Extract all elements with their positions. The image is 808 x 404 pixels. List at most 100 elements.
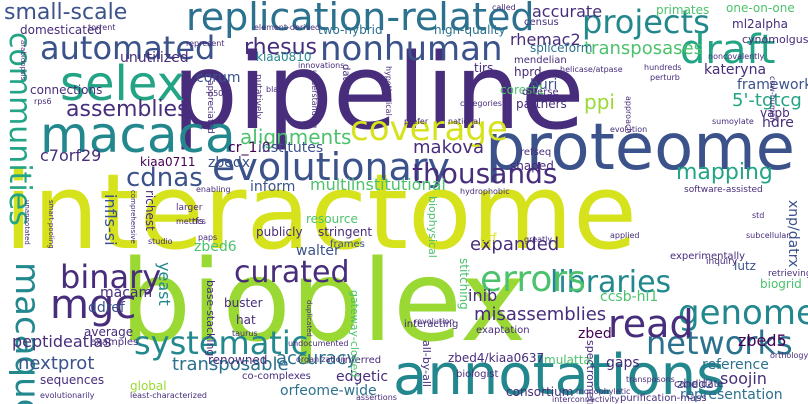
word-sumoylate: sumoylate — [712, 117, 754, 126]
word-c7orf29: c7orf29 — [40, 146, 102, 165]
word-zbed6: zbed6 — [194, 239, 237, 255]
word-metrics: metrics — [176, 217, 206, 226]
word-noncovalently: noncovalently — [708, 52, 765, 61]
word-element-derived: element-derived — [254, 23, 321, 32]
word-yeast: yeast — [155, 262, 174, 306]
word-kateryna: kateryna — [704, 62, 767, 78]
word-genome: genome — [678, 293, 808, 333]
word-small-scale: small-scale — [4, 0, 128, 25]
word-cow-human: cow-human — [768, 76, 777, 123]
word-tfs: tfs — [192, 217, 204, 227]
word-binary: binary — [60, 258, 162, 296]
word-rps6: rps6 — [34, 97, 52, 106]
word-makova: makova — [413, 137, 485, 158]
word-monophyletic: monophyletic — [576, 387, 631, 396]
word-inferred: inferred — [342, 355, 382, 366]
word-evolution: evolution — [610, 125, 648, 134]
word-mgc: mgc — [50, 282, 137, 328]
word-richest: richest — [143, 190, 157, 231]
word-comprehensive: comprehensive — [129, 190, 137, 244]
word-zbed5: zbed5 — [738, 331, 787, 350]
word-larger: larger — [176, 203, 203, 213]
word-revolution: revolution — [414, 317, 455, 326]
word-biogrid: biogrid — [760, 277, 802, 291]
word-replication-related: replication-related — [186, 0, 535, 39]
word-buster: buster — [224, 296, 263, 310]
word-assertions: assertions — [356, 393, 397, 402]
word-mapping: mapping — [676, 160, 773, 185]
word-candidate: candidate — [674, 379, 724, 390]
word-nextprot: nextprot — [18, 353, 95, 374]
word-cdnas: cdnas — [126, 163, 203, 193]
word-understanding: understanding — [310, 70, 319, 129]
word-ml2alpha: ml2alpha — [732, 17, 788, 31]
word-experimentally: experimentally — [670, 251, 746, 262]
word-stitching: stitching — [457, 258, 471, 310]
word-corum: corum — [196, 70, 241, 86]
word-orf: orf — [480, 231, 497, 245]
word-consortium: consortium — [506, 385, 574, 399]
word-institutes: institutes — [258, 140, 324, 156]
word-edgetic: edgetic — [336, 369, 389, 385]
word-representation: representation — [680, 387, 783, 403]
word-one-on-one: one-on-one — [726, 1, 795, 15]
word-zbedx: zbedx — [208, 155, 251, 171]
word-unutilized: unutilized — [120, 50, 189, 66]
word-interconnectivity: interconnectivity — [552, 395, 620, 404]
word-networks: networks — [646, 324, 793, 362]
word-torrent: torrent — [88, 23, 116, 32]
word-connections: connections — [30, 83, 103, 97]
word-interactome: interactome — [4, 151, 637, 273]
word-misassemblies: misassemblies — [474, 304, 607, 325]
word-orfeome-wide: orfeome-wide — [280, 383, 377, 399]
word-cr_1.0: cr_1.0 — [228, 140, 271, 156]
word-biologist: biologist — [456, 369, 499, 380]
word-proteome: proteome — [485, 111, 796, 185]
word-assemblies: assemblies — [66, 97, 189, 122]
word-hundreds: hundreds — [644, 63, 682, 72]
word-unannotated: unannotated — [23, 200, 31, 245]
word-undocumented: undocumented — [288, 339, 349, 348]
word-smart-pooling: smart-pooling — [47, 200, 55, 249]
word-high-quality: high-quality — [434, 23, 506, 37]
word-co-complexes: co-complexes — [242, 371, 311, 382]
word-evolutionary: evolutionary — [212, 145, 450, 189]
word-libraries: libraries — [550, 265, 672, 300]
word-multiinstitutional: multiinstitutional — [310, 175, 446, 194]
word-huri: huri — [530, 77, 558, 93]
word-curated: curated — [234, 255, 350, 290]
word-software-assisted: software-assisted — [684, 185, 763, 195]
word-gaps: gaps — [606, 355, 640, 371]
word-greatly: greatly — [524, 235, 553, 244]
word-automated: automated — [40, 29, 216, 67]
word-framework: framework — [737, 77, 808, 93]
word-nonhuman: nonhuman — [320, 29, 503, 69]
word-interacting: interacting — [404, 319, 459, 330]
word-thousands: thousands — [412, 157, 558, 190]
word-zbed2: zbed2 — [677, 377, 714, 391]
word-transposases: transposases — [584, 38, 703, 59]
word-frames: frames — [330, 239, 365, 250]
word-subcellular: subcellular — [746, 231, 790, 240]
word-systematic: systematic — [134, 324, 309, 362]
word-tirs: tirs — [474, 61, 494, 75]
word-orthology: orthology — [770, 351, 808, 360]
word-stringent: stringent — [318, 225, 373, 239]
word-primates: primates — [656, 3, 710, 17]
word-called: called — [492, 3, 516, 12]
word-diverse: diverse — [522, 87, 559, 98]
word-5-tgtcg: 5'-tgtcg — [732, 90, 802, 111]
word-base-stacking: base-stacking — [204, 280, 217, 357]
word-draft: draft — [680, 27, 776, 73]
word-sequences: sequences — [40, 373, 105, 387]
word-global: global — [130, 379, 167, 393]
word-selex: selex — [60, 56, 185, 112]
word-bioplex: bioplex — [120, 237, 527, 367]
word-transposable: transposable — [172, 354, 289, 375]
word-exaptation: exaptation — [476, 325, 530, 336]
word-renowned: renowned — [208, 353, 268, 367]
word-ccsb-hi1: ccsb-hi1 — [600, 289, 659, 305]
word-putatively: putatively — [253, 74, 263, 120]
word-databases: databases — [340, 64, 351, 116]
